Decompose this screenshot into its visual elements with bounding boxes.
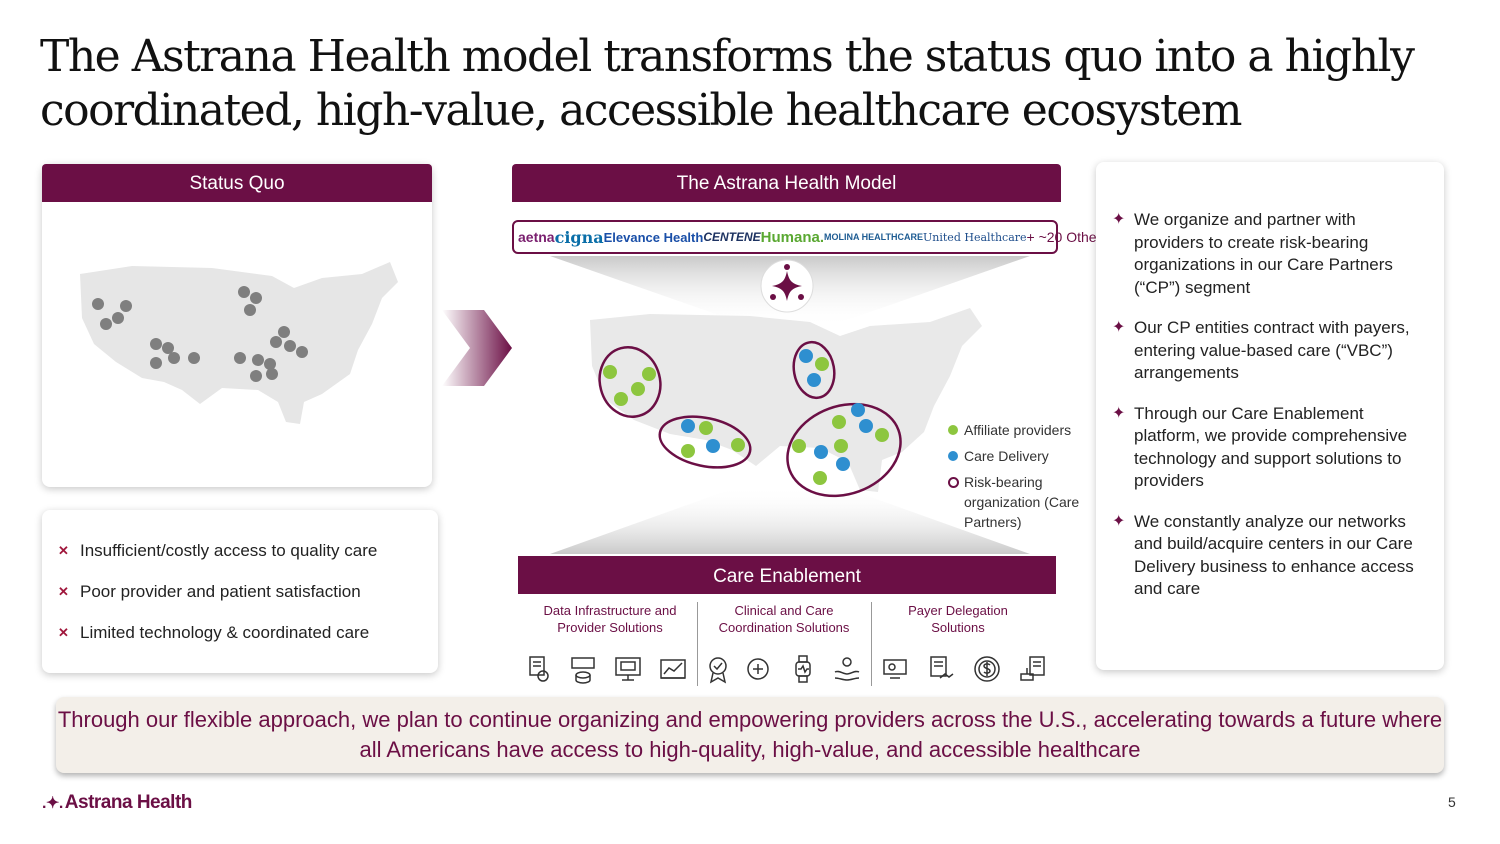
payer-logo: CENTENE	[703, 230, 761, 244]
divider	[697, 602, 698, 686]
payer-logo: MOLINA HEALTHCARE	[824, 232, 924, 242]
payer-logo: cigna	[554, 227, 604, 247]
care-enablement-header: Care Enablement	[518, 556, 1056, 594]
monitor-icon	[615, 657, 641, 681]
page-title: The Astrana Health model transforms the …	[40, 31, 1415, 136]
divider	[871, 602, 872, 686]
payer-logos-bar: aetna cigna Elevance Health CENTENE Huma…	[512, 220, 1108, 254]
payer-others: + ~20 Others	[1026, 229, 1109, 245]
ce-column-clinical: Clinical and Care Coordination Solutions	[718, 603, 850, 635]
problems-list: ✕ Insufficient/costly access to quality c…	[42, 530, 377, 653]
key-points-panel: ✦ We organize and partner with providers …	[1096, 162, 1444, 670]
status-quo-header: Status Quo	[42, 164, 432, 202]
astrana-star-icon	[760, 259, 814, 313]
astrana-logo-icon: .✦.	[42, 795, 63, 812]
key-points-list: ✦ We organize and partner with providers …	[1112, 209, 1430, 619]
contract-handshake-icon	[930, 656, 954, 679]
care-coordination-icon	[747, 658, 769, 680]
bottom-message: Through our flexible approach, we plan t…	[56, 697, 1444, 773]
legend-dot-blue	[948, 451, 958, 461]
x-mark-icon: ✕	[58, 543, 69, 558]
star-bullet-icon: ✦	[1112, 319, 1126, 336]
star-bullet-icon: ✦	[1112, 512, 1126, 530]
map-legend: Affiliate providers Care Delivery Risk-b…	[946, 420, 1096, 538]
legend-item: Risk-bearing organization (Care Partners…	[946, 472, 1086, 532]
legend-item: Affiliate providers	[946, 420, 1096, 440]
legend-ring	[948, 477, 959, 488]
document-stamp-icon	[1020, 656, 1045, 681]
problem-item: ✕ Poor provider and patient satisfaction	[42, 571, 377, 612]
payer-logo: Humana.	[760, 228, 825, 246]
page-number: 5	[1448, 794, 1456, 810]
payer-logo: aetna	[518, 229, 555, 245]
ce-column-data: Data Infrastructure and Provider Solutio…	[543, 603, 677, 635]
chevron-right-icon	[442, 310, 512, 386]
problem-item: ✕ Limited technology & coordinated care	[42, 612, 377, 653]
quality-badge-icon	[709, 657, 727, 684]
smartwatch-icon	[795, 655, 811, 683]
star-bullet-icon: ✦	[1112, 404, 1126, 422]
key-point-item: ✦ Our CP entities contract with payers, e…	[1112, 318, 1410, 382]
model-header: The Astrana Health Model	[512, 164, 1061, 202]
provider-network-map	[598, 340, 902, 498]
legend-dot-green	[948, 425, 958, 435]
analytics-chart-icon	[660, 659, 686, 679]
x-mark-icon: ✕	[58, 584, 69, 599]
star-bullet-icon: ✦	[1112, 211, 1126, 228]
problems-panel: ✕ Insufficient/costly access to quality c…	[42, 510, 438, 673]
us-map-status-quo	[80, 262, 398, 424]
ce-column-payer: Payer Delegation Solutions	[908, 603, 1008, 635]
x-mark-icon: ✕	[58, 625, 69, 640]
key-point-item: ✦ Through our Care Enablement platform, w…	[1112, 403, 1408, 491]
dollar-coin-icon	[974, 656, 1000, 682]
provider-computer-icon	[883, 659, 907, 679]
document-gear-icon	[529, 656, 549, 682]
key-point-item: ✦ We constantly analyze our networks and …	[1112, 511, 1414, 599]
payer-logo: United Healthcare	[923, 230, 1027, 244]
astrana-logo: .✦. Astrana Health	[42, 792, 192, 813]
server-database-icon	[571, 657, 595, 684]
hands-care-icon	[834, 657, 860, 681]
legend-item: Care Delivery	[946, 446, 1096, 466]
payer-logo: Elevance Health	[603, 229, 704, 245]
key-point-item: ✦ We organize and partner with providers …	[1112, 210, 1393, 297]
problem-item: ✕ Insufficient/costly access to quality c…	[42, 530, 377, 571]
status-quo-panel: Status Quo	[42, 164, 432, 487]
